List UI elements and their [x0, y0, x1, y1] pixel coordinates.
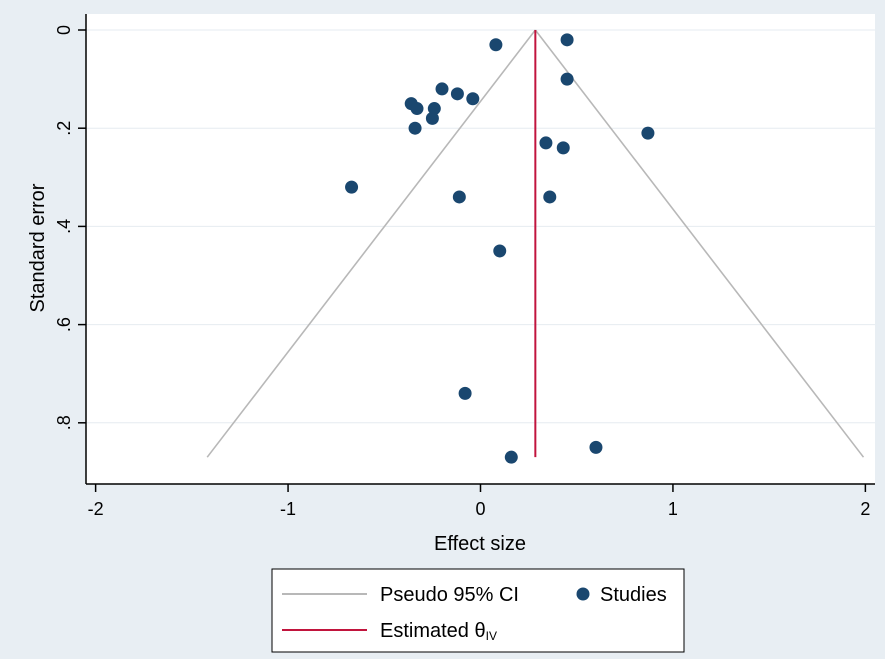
study-point-13 — [539, 136, 553, 150]
study-point-1 — [489, 38, 503, 52]
y-axis-ticks: 0 .2 .4 .6 .8 — [54, 25, 86, 430]
study-point-8 — [410, 102, 424, 116]
study-point-5 — [450, 87, 464, 101]
study-point-11 — [408, 121, 422, 135]
x-tick-label-3: 1 — [668, 499, 678, 519]
study-point-18 — [493, 244, 507, 258]
y-tick-label-2: .4 — [54, 219, 74, 234]
gridlines — [86, 29, 875, 424]
pseudo-ci-funnel — [206, 29, 865, 458]
study-point-6 — [466, 92, 480, 106]
study-point-14 — [556, 141, 570, 155]
y-tick-label-3: .6 — [54, 317, 74, 332]
study-points — [345, 33, 655, 464]
y-tick-label-1: .2 — [54, 121, 74, 136]
ci-line-lower — [206, 29, 536, 458]
legend-studies-marker — [576, 587, 590, 601]
study-point-9 — [427, 102, 441, 116]
y-tick-label-4: .8 — [54, 415, 74, 430]
y-axis-title: Standard error — [27, 183, 49, 312]
legend-studies-label: Studies — [600, 584, 667, 606]
x-tick-label-1: -1 — [280, 499, 296, 519]
study-point-15 — [345, 180, 359, 194]
x-axis-title: Effect size — [434, 533, 526, 555]
study-point-17 — [543, 190, 557, 204]
y-tick-label-0: 0 — [54, 25, 74, 35]
legend-box — [271, 568, 685, 653]
x-tick-label-0: -2 — [88, 499, 104, 519]
study-point-2 — [560, 33, 574, 47]
legend: Pseudo 95% CI Studies Estimated θIV — [271, 568, 685, 653]
study-point-16 — [452, 190, 466, 204]
x-tick-label-2: 0 — [475, 499, 485, 519]
study-point-20 — [589, 440, 603, 454]
study-point-4 — [435, 82, 449, 96]
ci-line-upper — [534, 29, 865, 458]
study-point-19 — [458, 386, 472, 400]
legend-ci-label: Pseudo 95% CI — [380, 584, 519, 606]
legend-estimate-label: Estimated θIV — [380, 620, 497, 643]
x-tick-label-4: 2 — [860, 499, 870, 519]
study-point-10 — [425, 111, 439, 125]
plot-area — [86, 14, 875, 484]
x-axis-ticks: -2 -1 0 1 2 — [88, 484, 870, 519]
study-point-21 — [504, 450, 518, 464]
study-point-12 — [641, 126, 655, 140]
study-point-3 — [560, 72, 574, 86]
